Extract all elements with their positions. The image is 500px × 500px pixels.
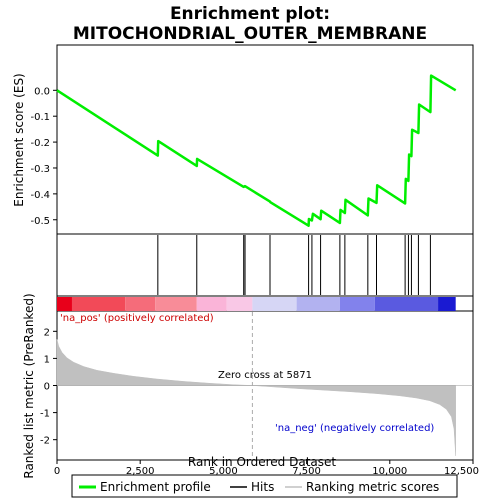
x-tick-label-4: 10,000 bbox=[372, 466, 407, 477]
enrichment-y-axis-label: Enrichment score (ES) bbox=[12, 73, 26, 206]
heatmap-segment-5 bbox=[226, 297, 253, 311]
es-y-tick-label-5: -0.5 bbox=[30, 216, 50, 227]
negative-correlation-label: 'na_neg' (negatively correlated) bbox=[275, 423, 434, 434]
legend-box bbox=[71, 474, 458, 498]
hits-layer bbox=[157, 235, 431, 295]
enrichment-y-axis: 0.0 -0.1 -0.2 -0.3 -0.4 -0.5 bbox=[30, 86, 57, 227]
ranked-y-axis-label: Ranked list metric (PreRanked) bbox=[22, 293, 36, 478]
heatmap-segment-4 bbox=[196, 297, 227, 311]
x-tick-label-5: 12,500 bbox=[444, 466, 479, 477]
es-y-tick-label-1: -0.1 bbox=[30, 112, 50, 123]
heatmap-segment-7 bbox=[296, 297, 340, 311]
x-tick-label-3: 7,500 bbox=[292, 466, 321, 477]
ranked-metric-layer bbox=[56, 312, 473, 459]
positive-correlation-label: 'na_pos' (positively correlated) bbox=[60, 313, 214, 324]
enrichment-curve-layer bbox=[56, 74, 457, 227]
rank-y-tick-label-0: 2 bbox=[44, 327, 50, 338]
ranked-y-axis: 2 1 0 -1 -2 bbox=[40, 327, 57, 447]
legend-label-enrichment: Enrichment profile bbox=[100, 480, 211, 494]
heatmap-segment-10 bbox=[438, 297, 456, 311]
heatmap-segment-8 bbox=[339, 297, 375, 311]
legend-label-ranking: Ranking metric scores bbox=[306, 480, 439, 494]
heatmap-segment-3 bbox=[155, 297, 197, 311]
legend-label-hits: Hits bbox=[251, 480, 274, 494]
x-axis: 0 2,500 5,000 7,500 10,000 12,500 bbox=[54, 460, 479, 477]
heatmap-segment-6 bbox=[252, 297, 297, 311]
heatmap-segment-9 bbox=[374, 297, 439, 311]
heatmap-segment-2 bbox=[125, 297, 156, 311]
es-y-tick-label-2: -0.2 bbox=[30, 138, 50, 149]
rank-y-tick-label-2: 0 bbox=[44, 382, 50, 393]
rank-y-tick-label-1: 1 bbox=[44, 354, 50, 365]
x-tick-label-2: 5,000 bbox=[209, 466, 238, 477]
zero-cross-label: Zero cross at 5871 bbox=[218, 370, 312, 381]
legend: Enrichment profile Hits Ranking metric s… bbox=[71, 474, 458, 498]
es-y-tick-label-4: -0.4 bbox=[30, 190, 50, 201]
rank-y-tick-label-4: -2 bbox=[40, 436, 50, 447]
es-y-tick-label-3: -0.3 bbox=[30, 164, 50, 175]
heatmap-layer bbox=[57, 297, 456, 311]
es-y-tick-label-0: 0.0 bbox=[34, 86, 50, 97]
rank-y-tick-label-3: -1 bbox=[40, 409, 50, 420]
heatmap-segment-0 bbox=[57, 297, 72, 311]
chart-title-line-1: Enrichment plot: bbox=[170, 4, 330, 24]
heatmap-segment-1 bbox=[71, 297, 126, 311]
x-tick-label-0: 0 bbox=[54, 466, 60, 477]
x-tick-label-1: 2,500 bbox=[126, 466, 155, 477]
ranking-metric-area bbox=[56, 339, 456, 456]
hits-panel-frame bbox=[56, 233, 474, 297]
chart-title-line-2: MITOCHONDRIAL_OUTER_MEMBRANE bbox=[73, 24, 427, 44]
x-axis-label: Rank in Ordered Dataset bbox=[188, 455, 336, 469]
enrichment-profile-line bbox=[56, 74, 457, 227]
